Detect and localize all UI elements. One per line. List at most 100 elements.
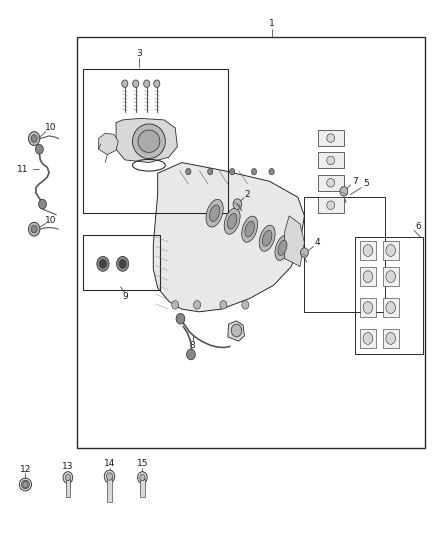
Bar [383, 241, 399, 260]
Text: 12: 12 [20, 465, 31, 473]
Bar [360, 241, 376, 260]
Bar [360, 267, 376, 286]
Ellipse shape [386, 333, 396, 344]
Bar [360, 298, 376, 317]
Ellipse shape [65, 474, 71, 481]
Text: 4: 4 [314, 238, 320, 247]
Bar [360, 329, 376, 348]
Ellipse shape [300, 248, 308, 257]
Ellipse shape [119, 260, 126, 268]
Text: 9: 9 [122, 293, 128, 301]
Ellipse shape [133, 80, 139, 87]
Polygon shape [99, 133, 118, 155]
Ellipse shape [31, 135, 37, 142]
Ellipse shape [206, 199, 223, 227]
Text: 5: 5 [363, 180, 369, 188]
Ellipse shape [245, 221, 254, 237]
Ellipse shape [31, 225, 37, 233]
Ellipse shape [227, 213, 237, 229]
Ellipse shape [138, 472, 147, 483]
Ellipse shape [386, 271, 396, 282]
Ellipse shape [176, 313, 185, 324]
Ellipse shape [242, 301, 249, 309]
Text: 15: 15 [137, 459, 148, 468]
Ellipse shape [259, 225, 275, 252]
Ellipse shape [242, 216, 258, 243]
Ellipse shape [208, 168, 213, 175]
Ellipse shape [99, 260, 106, 268]
Bar [66, 479, 70, 497]
Ellipse shape [363, 271, 373, 282]
Bar [140, 479, 145, 497]
Ellipse shape [28, 132, 40, 146]
Ellipse shape [122, 80, 128, 87]
Bar [83, 69, 228, 213]
Bar [383, 329, 399, 348]
Ellipse shape [327, 179, 335, 187]
Bar [107, 478, 112, 502]
Ellipse shape [262, 230, 272, 246]
Text: 6: 6 [415, 222, 421, 231]
Ellipse shape [106, 473, 113, 480]
Ellipse shape [340, 187, 348, 196]
Text: 10: 10 [45, 123, 56, 132]
Bar [304, 197, 385, 312]
Text: 10: 10 [45, 216, 56, 224]
Polygon shape [228, 321, 244, 341]
Ellipse shape [187, 349, 195, 360]
Polygon shape [318, 197, 344, 213]
Ellipse shape [23, 481, 28, 488]
Ellipse shape [194, 301, 201, 309]
Ellipse shape [132, 124, 166, 159]
Polygon shape [318, 130, 344, 146]
Ellipse shape [144, 80, 150, 87]
Polygon shape [318, 152, 344, 168]
Text: 13: 13 [62, 462, 74, 471]
Bar [355, 237, 423, 354]
Ellipse shape [224, 208, 240, 235]
Ellipse shape [230, 168, 235, 175]
Ellipse shape [138, 130, 160, 152]
Ellipse shape [117, 256, 129, 271]
Ellipse shape [275, 235, 290, 261]
Ellipse shape [35, 144, 43, 154]
Ellipse shape [386, 245, 396, 256]
Ellipse shape [97, 256, 109, 271]
Polygon shape [116, 118, 177, 163]
Ellipse shape [104, 470, 115, 483]
Ellipse shape [231, 324, 242, 337]
Text: 3: 3 [136, 49, 142, 58]
Ellipse shape [186, 168, 191, 175]
Ellipse shape [363, 302, 373, 313]
Polygon shape [153, 163, 304, 312]
Bar [83, 235, 160, 290]
Text: 14: 14 [104, 459, 115, 468]
Ellipse shape [209, 205, 220, 222]
Bar [383, 298, 399, 317]
Ellipse shape [269, 168, 274, 175]
Ellipse shape [172, 301, 179, 309]
Ellipse shape [251, 168, 257, 175]
Text: 7: 7 [352, 177, 358, 185]
Ellipse shape [327, 134, 335, 142]
Ellipse shape [363, 333, 373, 344]
Ellipse shape [220, 301, 227, 309]
Ellipse shape [233, 199, 242, 209]
Ellipse shape [28, 222, 40, 236]
Ellipse shape [363, 245, 373, 256]
Ellipse shape [327, 201, 335, 209]
Text: 2: 2 [245, 190, 250, 198]
Ellipse shape [327, 156, 335, 165]
Ellipse shape [154, 80, 160, 87]
Polygon shape [285, 216, 304, 266]
Bar [77, 37, 425, 448]
Ellipse shape [140, 474, 145, 481]
Text: 1: 1 [268, 20, 275, 28]
Ellipse shape [21, 480, 29, 489]
Ellipse shape [19, 478, 32, 491]
Text: 11: 11 [17, 165, 28, 174]
Ellipse shape [386, 302, 396, 313]
Ellipse shape [63, 472, 73, 483]
Polygon shape [318, 175, 344, 191]
Ellipse shape [278, 240, 287, 255]
